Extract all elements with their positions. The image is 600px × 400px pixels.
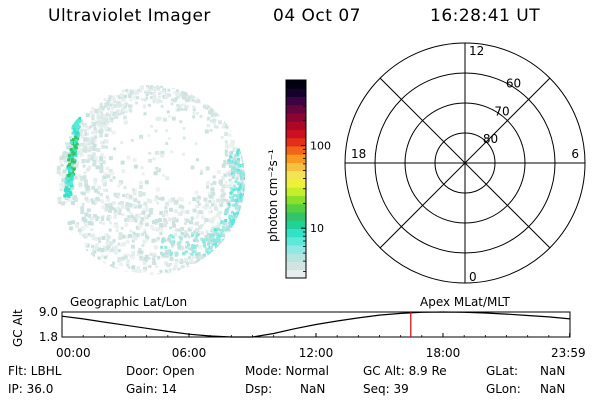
latitude-label: 70 [494,104,509,118]
color-bar-segment [286,170,306,180]
color-bar-segment [286,162,306,172]
color-bar-segment [286,245,306,254]
x-tick-label: 12:00 [299,346,334,360]
color-bar-tick-label: 10 [310,222,324,235]
color-bar-segment [286,179,306,188]
y-tick-label: 9.0 [39,305,58,319]
color-bar-segment [286,80,306,89]
ip-info: IP: 36.0 [8,382,54,396]
color-bar-segment [286,88,306,97]
latitude-label: 80 [483,132,498,146]
latitude-label: 60 [506,77,521,91]
color-bar-segment [286,220,306,229]
mlt-label: 18 [351,147,366,161]
seq-info: Seq: 39 [363,382,409,396]
color-bar-segment [286,212,306,221]
color-bar-segment [286,137,306,147]
color-bar-segment [286,121,306,130]
mlt-label: 0 [469,270,477,284]
uv-image [56,85,245,275]
color-bar-segment [286,113,306,122]
filter-info: Flt: LBHL [8,364,62,378]
y-tick-label: 1.8 [39,330,58,344]
x-tick-label: 06:00 [172,346,207,360]
altitude-plot: GC Alt Geographic Lat/Lon Apex MLat/MLT … [11,295,586,360]
color-bar-segment [286,261,306,271]
mlt-label: 6 [571,147,579,161]
color-bar-segment [286,236,306,246]
color-bar-segment [286,253,306,262]
color-bar-tick-label: 100 [310,140,331,153]
x-tick-label: 00:00 [56,346,91,360]
mlt-meridian [379,77,551,249]
color-bar-segment [286,187,306,196]
color-bar-segment [286,146,306,155]
x-tick-label: 18:00 [426,346,461,360]
glon-label: GLon: [486,382,521,396]
dsp-label: Dsp: [245,382,273,396]
geographic-label: Geographic Lat/Lon [70,295,187,309]
color-bar-segment [286,104,306,114]
mode-info: Mode: Normal [245,364,329,378]
dsp-value: NaN [300,382,326,396]
page-title: Ultraviolet Imager [48,6,211,26]
color-bar-segment [286,228,306,238]
color-bar-unit: photon cm⁻²s⁻¹ [266,149,280,242]
color-bar-segment [286,203,306,213]
color-bar-segment [286,154,306,163]
altitude-trace [61,311,571,338]
glon-value: NaN [540,382,566,396]
door-info: Door: Open [126,364,195,378]
glat-value: NaN [540,364,566,378]
date-label: 04 Oct 07 [273,6,361,26]
color-bar-segment [286,129,306,139]
color-bar: 10 100 photon cm⁻²s⁻¹ [266,79,331,279]
apex-label: Apex MLat/MLT [420,295,510,309]
time-label: 16:28:41 UT [430,6,541,26]
gain-info: Gain: 14 [126,382,177,396]
y-axis-label: GC Alt [11,309,25,347]
color-bar-segment [286,96,306,106]
gc-alt-info: GC Alt: 8.9 Re [363,364,447,378]
glat-label: GLat: [486,364,519,378]
color-bar-segment [286,195,306,205]
x-tick-label: 23:59 [551,346,586,360]
color-bar-segment [286,269,306,279]
mlt-label: 12 [469,44,484,58]
